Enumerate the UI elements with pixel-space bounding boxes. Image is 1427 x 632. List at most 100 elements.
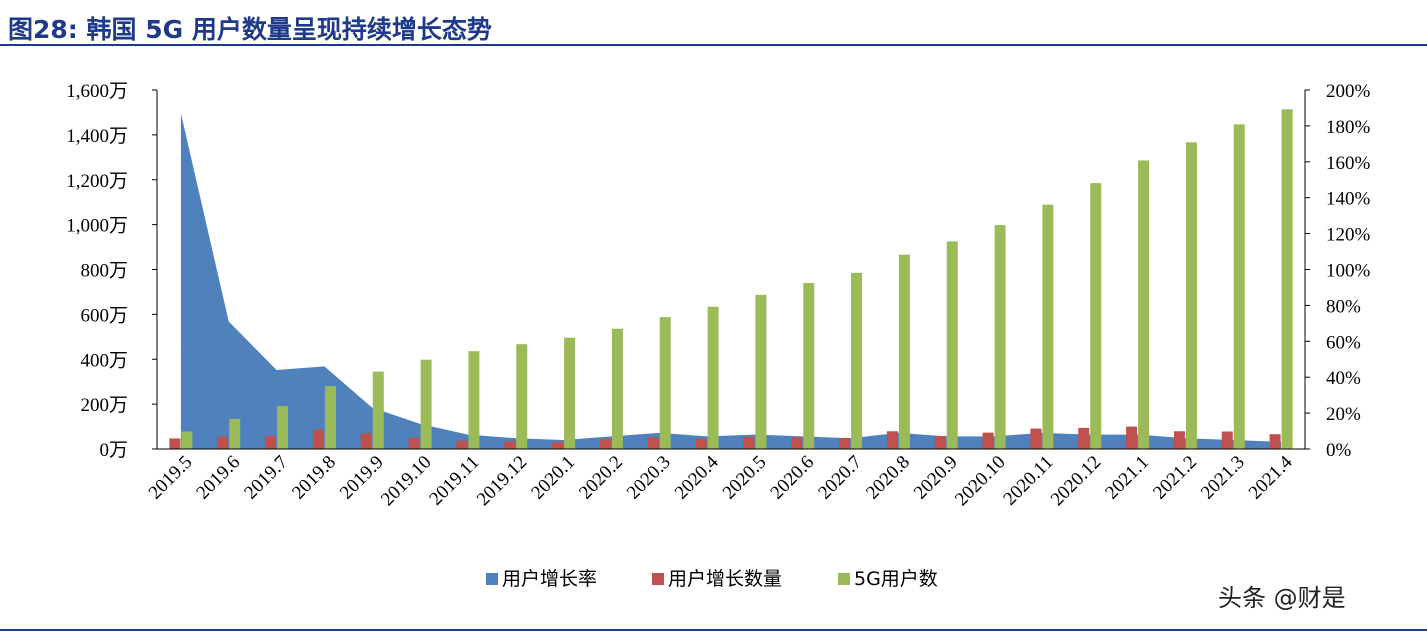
right-tick-label: 100%: [1326, 261, 1371, 282]
chart-title: 图28: 韩国 5G 用户数量呈现持续增长态势: [8, 15, 492, 44]
bar-growth-count: [695, 438, 707, 449]
bar-5g-users: [468, 351, 480, 449]
bar-growth-count: [1269, 434, 1281, 449]
bar-5g-users: [1090, 183, 1102, 449]
x-tick-label: 2019.8: [288, 452, 340, 504]
bar-5g-users: [1138, 160, 1150, 450]
right-tick-label: 140%: [1326, 189, 1371, 210]
x-tick-label: 2020.10: [951, 452, 1010, 511]
x-tick-label: 2021.3: [1197, 452, 1249, 504]
right-tick-label: 120%: [1326, 225, 1371, 246]
bar-growth-count: [982, 432, 994, 449]
bar-growth-count: [169, 438, 181, 449]
series-area-growth-rate: [180, 113, 1282, 450]
bar-growth-count: [599, 439, 611, 449]
x-tick-label: 2020.3: [623, 452, 675, 504]
bar-growth-count: [265, 435, 277, 449]
x-tick-label: 2019.10: [377, 452, 436, 511]
bar-5g-users: [755, 294, 767, 449]
x-tick-label: 2020.11: [999, 452, 1057, 510]
right-tick-label: 20%: [1326, 404, 1361, 425]
bar-growth-count: [1078, 427, 1090, 449]
right-tick-label: 160%: [1326, 153, 1371, 174]
x-tick-label: 2020.8: [862, 452, 914, 504]
legend-label: 用户增长数量: [668, 568, 782, 590]
bar-5g-users: [324, 386, 336, 449]
bar-5g-users: [277, 406, 289, 449]
bar-5g-users: [516, 344, 528, 449]
bar-5g-users: [803, 282, 815, 449]
x-tick-label: 2019.5: [145, 452, 197, 504]
bar-growth-count: [647, 437, 659, 449]
x-tick-label: 2020.4: [671, 451, 723, 503]
bar-5g-users: [181, 431, 193, 449]
bar-5g-users: [564, 337, 576, 449]
bar-growth-count: [504, 441, 516, 449]
x-tick-label: 2021.1: [1101, 452, 1153, 504]
right-tick-label: 180%: [1326, 117, 1371, 138]
right-tick-label: 200%: [1326, 81, 1371, 102]
bar-growth-count: [791, 437, 803, 449]
legend-growth-rate: 用户增长率: [486, 568, 597, 590]
left-tick-label: 1,400万: [66, 126, 128, 147]
bar-growth-count: [1173, 431, 1185, 449]
bar-growth-count: [1126, 426, 1138, 449]
bar-5g-users: [707, 306, 719, 449]
bar-5g-users: [611, 328, 623, 449]
bar-growth-count: [312, 429, 324, 449]
left-tick-label: 1,600万: [66, 81, 128, 102]
bar-5g-users: [659, 317, 671, 449]
x-tick-label: 2019.12: [473, 452, 532, 511]
bar-growth-count: [456, 440, 468, 449]
x-tick-label: 2020.7: [814, 452, 866, 504]
bar-5g-users: [1042, 204, 1054, 449]
left-tick-label: 200万: [80, 395, 128, 416]
bar-5g-users: [1185, 142, 1197, 450]
x-tick-label: 2019.11: [425, 452, 483, 510]
bar-5g-users: [1233, 124, 1245, 449]
bar-growth-count: [839, 438, 851, 449]
left-tick-label: 1,000万: [66, 216, 128, 237]
bar-growth-count: [743, 436, 755, 449]
x-tick-label: 2020.2: [575, 452, 627, 504]
legend-label: 5G用户数: [854, 568, 938, 590]
left-tick-label: 1,200万: [66, 171, 128, 192]
bar-5g-users: [420, 359, 432, 449]
watermark: 头条 @财是: [1218, 584, 1346, 612]
legend-label: 用户增长率: [502, 568, 597, 590]
x-tick-label: 2020.6: [766, 452, 818, 504]
x-tick-label: 2019.6: [192, 452, 244, 504]
legend-swatch: [652, 573, 664, 585]
left-tick-label: 600万: [80, 305, 128, 326]
left-tick-label: 800万: [80, 261, 128, 282]
right-tick-label: 0%: [1326, 440, 1352, 461]
bar-5g-users: [372, 371, 384, 449]
bar-growth-count: [934, 435, 946, 449]
bar-5g-users: [946, 241, 958, 449]
bar-growth-count: [360, 433, 372, 449]
x-tick-label: 2021.4: [1245, 451, 1297, 503]
x-tick-label: 2020.1: [527, 452, 579, 504]
right-tick-label: 80%: [1326, 296, 1361, 317]
x-tick-label: 2020.12: [1047, 452, 1106, 511]
x-tick-label: 2021.2: [1149, 452, 1201, 504]
bar-5g-users: [994, 225, 1006, 449]
bar-growth-count: [886, 431, 898, 449]
bar-growth-count: [552, 442, 564, 449]
bar-growth-count: [217, 436, 229, 449]
x-tick-label: 2020.5: [719, 452, 771, 504]
bar-growth-count: [1221, 431, 1233, 449]
bar-growth-count: [408, 437, 420, 449]
bar-5g-users: [898, 254, 910, 449]
bar-5g-users: [1281, 109, 1293, 449]
x-tick-label: 2019.7: [240, 452, 292, 504]
legend-5g-users: 5G用户数: [838, 568, 938, 590]
legend-swatch: [486, 573, 498, 585]
legend-growth-count: 用户增长数量: [652, 568, 782, 590]
legend-swatch: [838, 573, 850, 585]
left-tick-label: 0万: [99, 440, 128, 461]
right-tick-label: 40%: [1326, 368, 1361, 389]
bottom-divider: [0, 629, 1427, 631]
title-divider: [0, 44, 1427, 46]
